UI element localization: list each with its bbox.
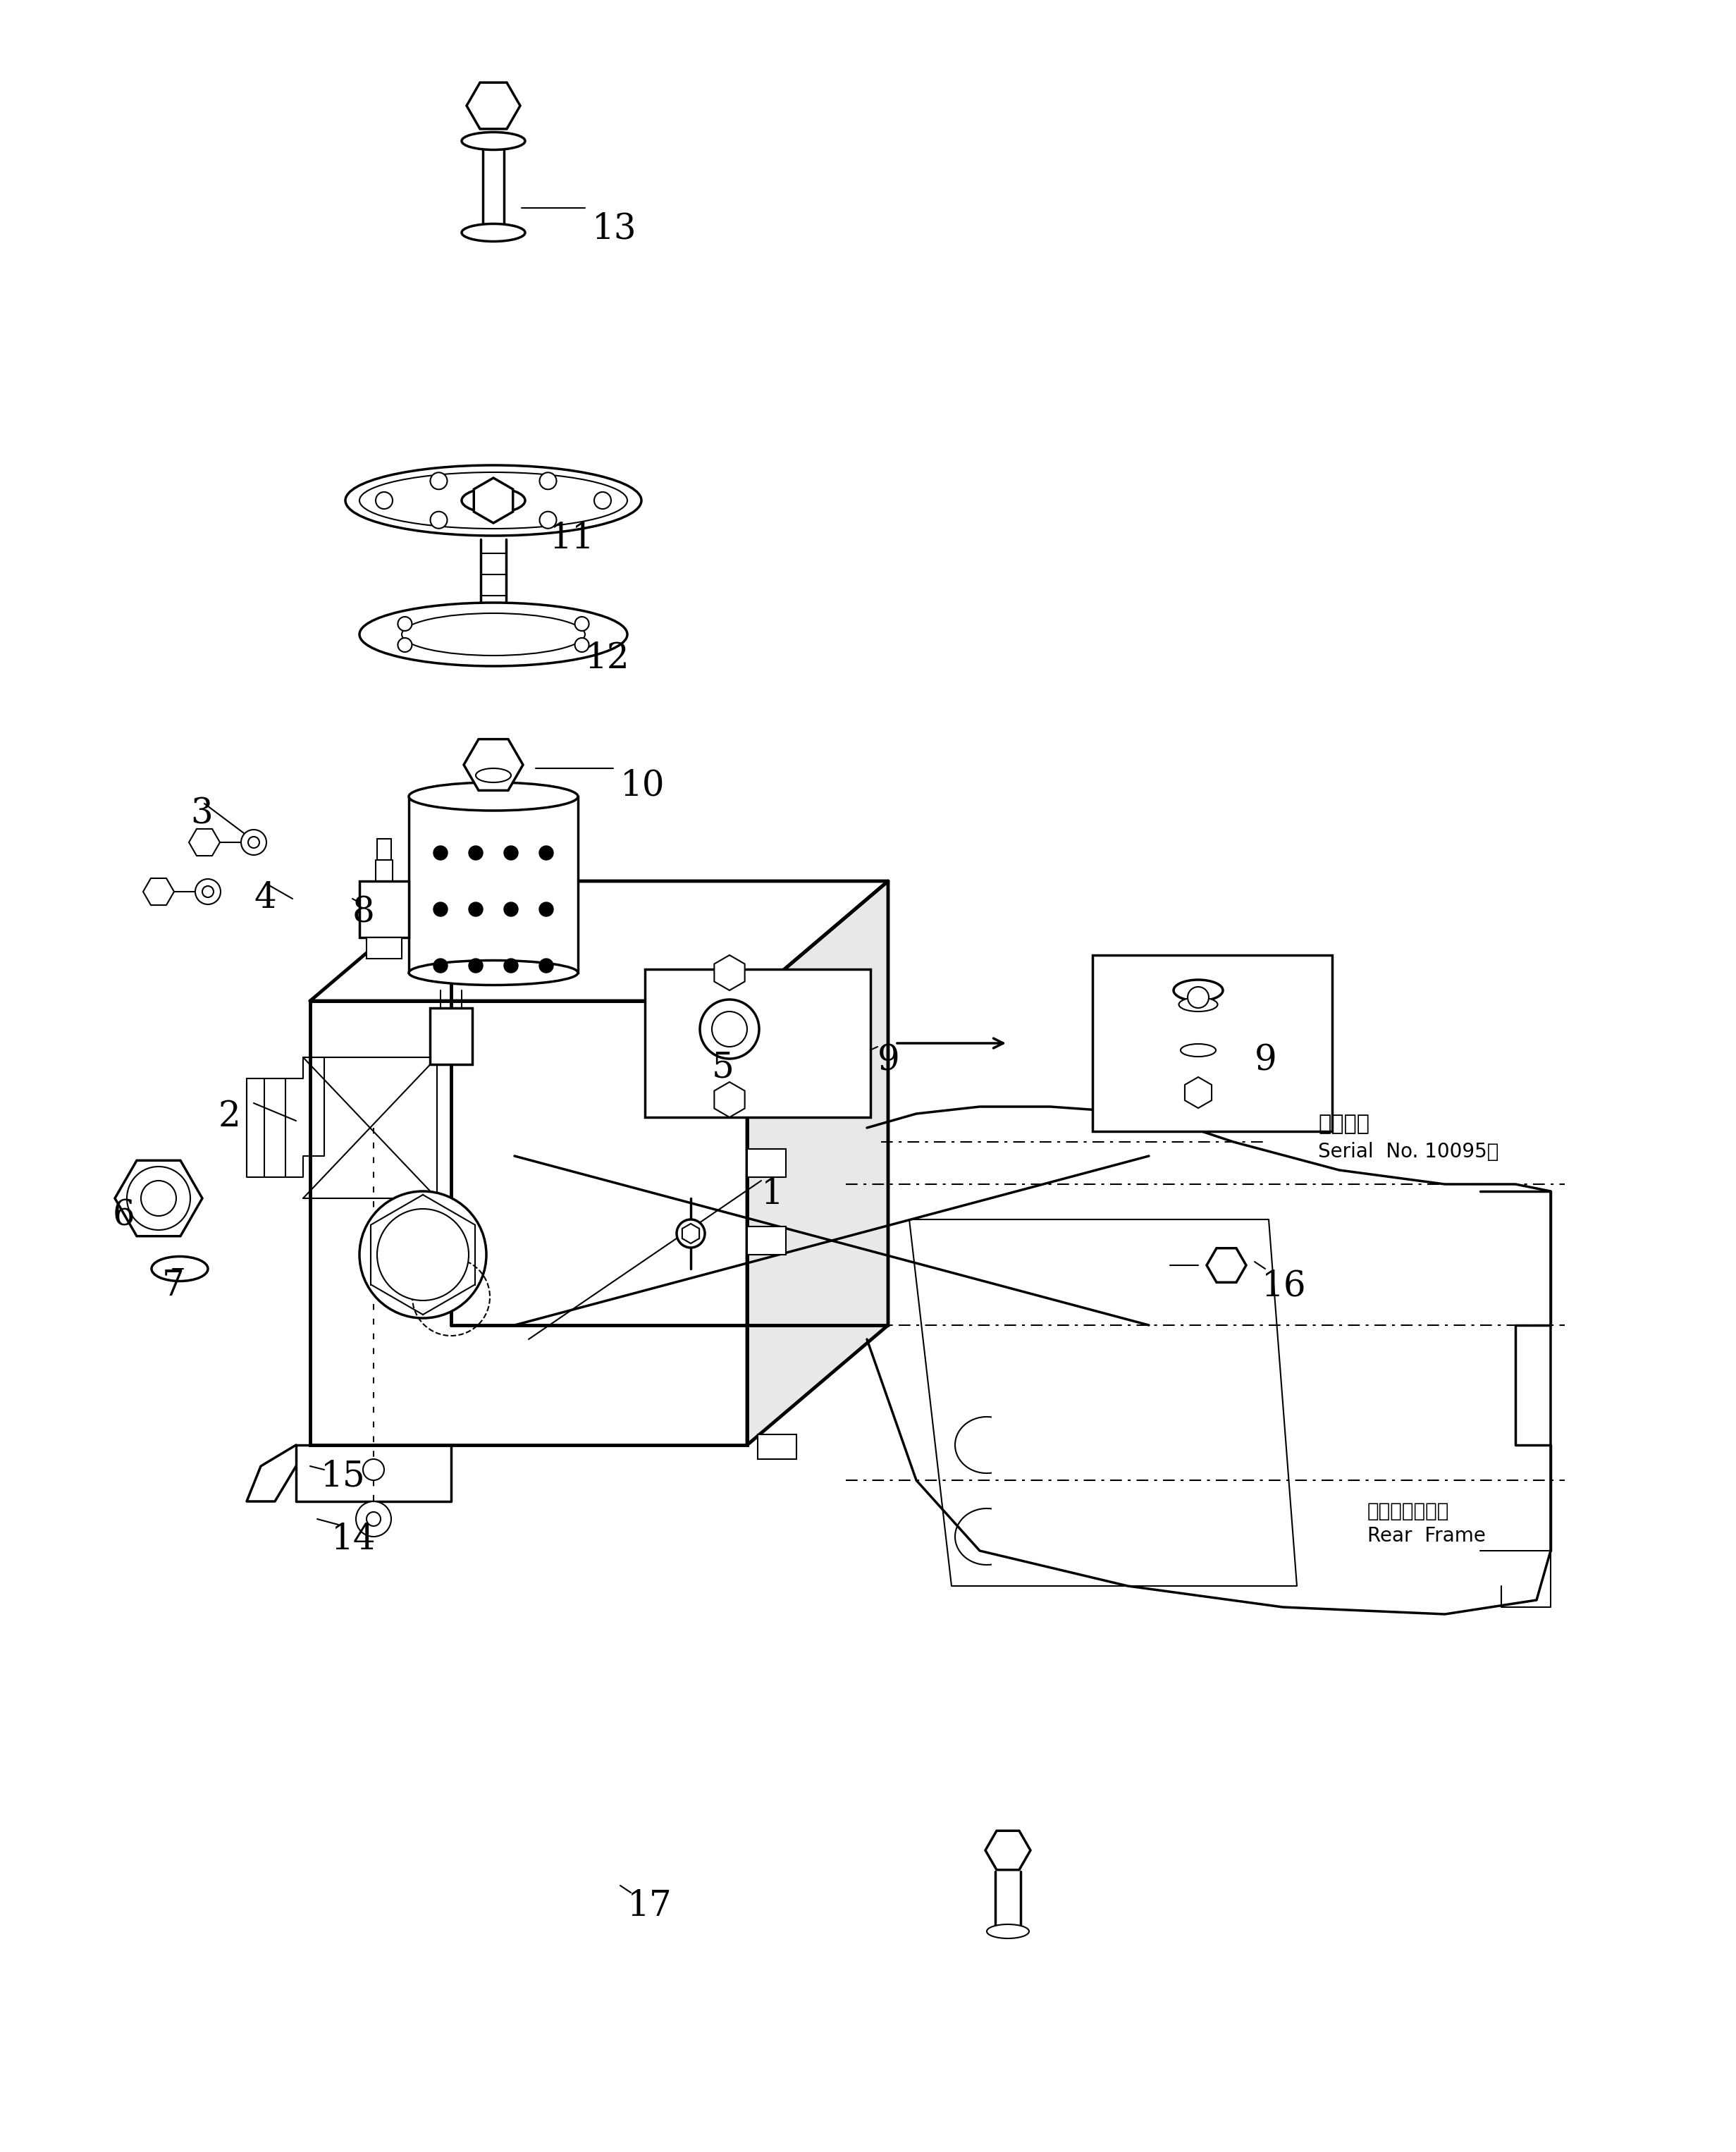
- Text: 11: 11: [550, 521, 595, 557]
- Circle shape: [434, 846, 448, 861]
- Circle shape: [540, 958, 554, 973]
- Circle shape: [469, 958, 483, 973]
- Bar: [408, 796, 578, 973]
- Text: 8: 8: [352, 895, 375, 930]
- Text: 1: 1: [760, 1177, 783, 1212]
- Polygon shape: [746, 880, 889, 1444]
- Circle shape: [540, 902, 554, 917]
- Text: 9: 9: [877, 1044, 899, 1078]
- Bar: [377, 839, 391, 861]
- Circle shape: [575, 637, 589, 652]
- Ellipse shape: [1179, 996, 1217, 1011]
- Text: 2: 2: [219, 1100, 241, 1134]
- Ellipse shape: [359, 603, 627, 667]
- Circle shape: [203, 887, 214, 897]
- Circle shape: [575, 618, 589, 631]
- Circle shape: [431, 473, 448, 489]
- Circle shape: [594, 493, 611, 508]
- Text: 適用号機: 適用号機: [1318, 1115, 1370, 1134]
- Text: Rear  Frame: Rear Frame: [1368, 1526, 1486, 1545]
- Text: Serial  No. 10095～: Serial No. 10095～: [1318, 1143, 1498, 1162]
- Text: 3: 3: [191, 796, 214, 831]
- Circle shape: [398, 637, 411, 652]
- Text: 17: 17: [627, 1889, 672, 1924]
- Bar: [359, 880, 408, 938]
- Circle shape: [677, 1220, 705, 1248]
- Circle shape: [398, 618, 411, 631]
- Text: 16: 16: [1262, 1270, 1307, 1304]
- Circle shape: [356, 1502, 391, 1537]
- Bar: [366, 938, 401, 958]
- Circle shape: [363, 1459, 384, 1481]
- Text: 6: 6: [113, 1199, 135, 1233]
- Ellipse shape: [408, 960, 578, 986]
- Circle shape: [712, 1011, 746, 1046]
- Ellipse shape: [462, 224, 524, 241]
- Circle shape: [434, 902, 448, 917]
- Text: 12: 12: [585, 641, 630, 676]
- Text: 13: 13: [592, 211, 637, 245]
- Circle shape: [540, 846, 554, 861]
- Bar: [644, 968, 870, 1117]
- Circle shape: [366, 1513, 380, 1526]
- Bar: [746, 1078, 786, 1106]
- Polygon shape: [311, 880, 889, 1001]
- Text: 10: 10: [620, 768, 665, 803]
- Bar: [431, 1007, 472, 1065]
- Text: 15: 15: [321, 1459, 366, 1493]
- Bar: [311, 1001, 746, 1444]
- Circle shape: [503, 846, 517, 861]
- Circle shape: [503, 902, 517, 917]
- Ellipse shape: [1180, 1044, 1215, 1057]
- Circle shape: [469, 846, 483, 861]
- Circle shape: [700, 999, 759, 1059]
- Bar: [757, 1435, 797, 1459]
- Text: 9: 9: [1255, 1044, 1278, 1078]
- Circle shape: [248, 837, 259, 848]
- Bar: [746, 1227, 786, 1255]
- Circle shape: [241, 831, 266, 854]
- Ellipse shape: [408, 783, 578, 811]
- Circle shape: [359, 1192, 486, 1319]
- Ellipse shape: [1174, 979, 1222, 1001]
- Bar: [746, 1149, 786, 1177]
- Ellipse shape: [359, 471, 627, 529]
- Circle shape: [375, 493, 392, 508]
- Circle shape: [431, 512, 448, 529]
- Text: 7: 7: [161, 1270, 184, 1304]
- Circle shape: [434, 958, 448, 973]
- Ellipse shape: [476, 768, 510, 783]
- Circle shape: [127, 1166, 191, 1231]
- Text: 14: 14: [332, 1524, 377, 1558]
- Ellipse shape: [462, 489, 524, 512]
- Circle shape: [540, 512, 557, 529]
- Ellipse shape: [401, 613, 585, 656]
- Circle shape: [377, 1209, 469, 1300]
- Ellipse shape: [345, 465, 641, 536]
- Circle shape: [1187, 988, 1208, 1007]
- Circle shape: [469, 902, 483, 917]
- Ellipse shape: [462, 131, 524, 151]
- Circle shape: [540, 473, 557, 489]
- Bar: [1092, 955, 1332, 1132]
- Ellipse shape: [986, 1924, 1029, 1939]
- Circle shape: [503, 958, 517, 973]
- Text: リャーフレーム: リャーフレーム: [1368, 1502, 1450, 1521]
- Circle shape: [141, 1181, 177, 1216]
- Text: 4: 4: [253, 880, 276, 917]
- Text: 5: 5: [712, 1050, 734, 1085]
- Circle shape: [194, 878, 220, 904]
